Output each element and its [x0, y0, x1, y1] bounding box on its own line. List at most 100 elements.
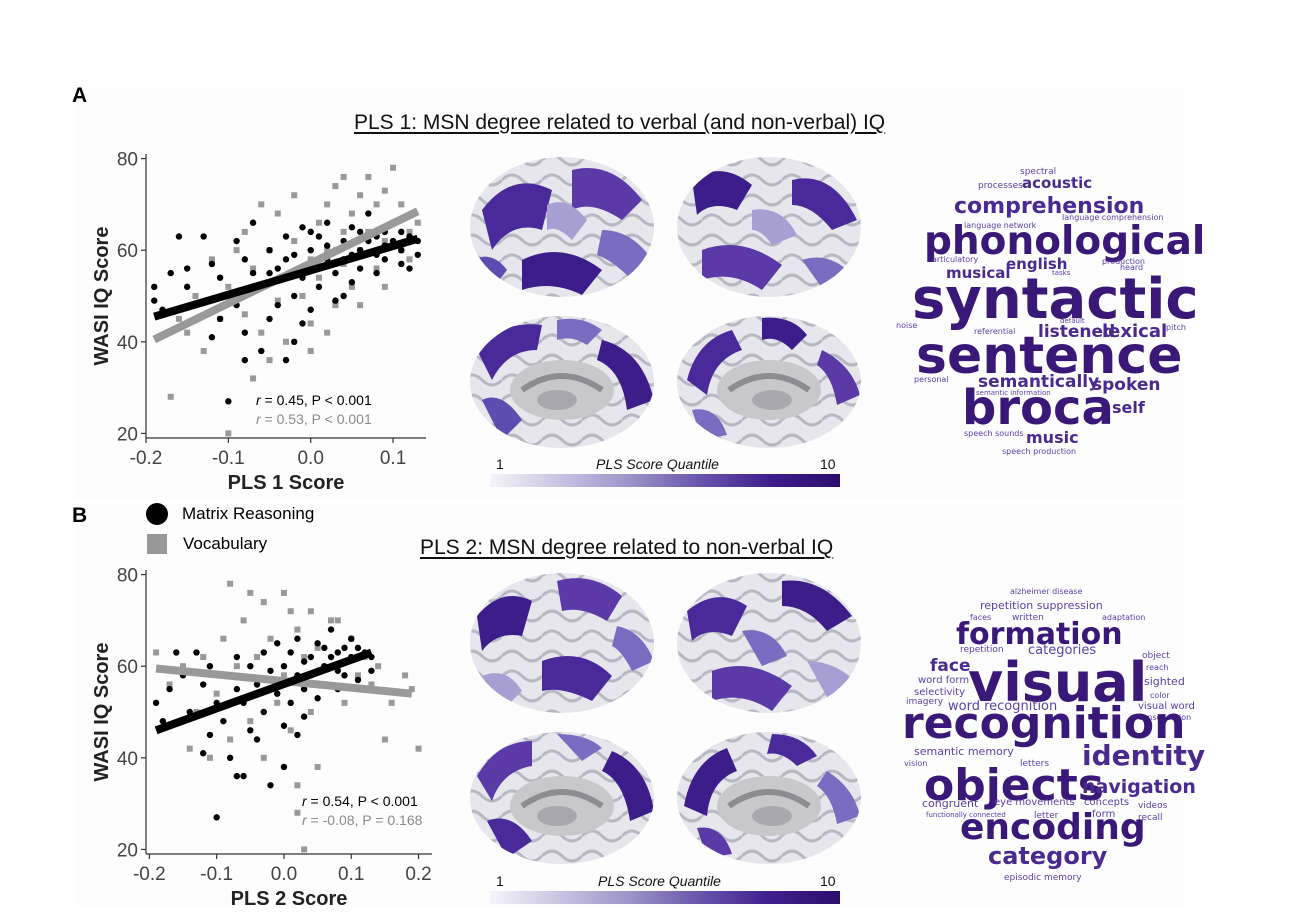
data-point-vocabulary — [254, 654, 261, 661]
data-point-matrix-reasoning — [314, 695, 321, 702]
data-point-vocabulary — [258, 329, 265, 336]
data-point-matrix-reasoning — [249, 219, 257, 226]
data-point-matrix-reasoning — [299, 224, 306, 231]
scatter-plot-pls2: 20 40 60 80 -0.2 -0.1 0.0 0.1 0.2 PLS 2 Score WASI… — [91, 566, 432, 908]
y-tick-label: 40 — [117, 749, 138, 770]
wordcloud-pls2: alzheimer disease repetition suppression f… — [902, 584, 1206, 914]
data-point-vocabulary — [301, 654, 308, 661]
data-point-matrix-reasoning — [274, 265, 281, 272]
wordcloud-term: objects — [924, 760, 1104, 811]
colorbar-gradient — [490, 474, 840, 487]
data-point-vocabulary — [192, 293, 199, 299]
wordcloud-term: default — [1060, 317, 1085, 325]
data-point-matrix-reasoning — [258, 347, 265, 355]
data-point-matrix-reasoning — [151, 297, 158, 304]
wordcloud-term: semantic memory — [914, 745, 1014, 758]
data-point-matrix-reasoning — [291, 292, 298, 300]
wordcloud-term: visual word — [1138, 701, 1195, 712]
data-point-matrix-reasoning — [216, 274, 224, 281]
data-point-vocabulary — [357, 302, 364, 309]
wordcloud-term: speech sounds — [964, 429, 1024, 438]
data-point-matrix-reasoning — [341, 644, 348, 652]
colorbar-pls2: 1 PLS Score Quantile 10 — [490, 873, 840, 904]
brain-medial-left — [470, 732, 654, 864]
data-point-vocabulary — [315, 274, 322, 281]
data-point-matrix-reasoning — [152, 699, 160, 707]
data-point-matrix-reasoning — [226, 754, 234, 762]
data-point-matrix-reasoning — [307, 228, 314, 236]
data-point-vocabulary — [220, 635, 227, 642]
panel-b-title: PLS 2: MSN degree related to non-verbal … — [420, 536, 834, 559]
legend-circle-marker — [146, 503, 168, 525]
data-point-vocabulary — [167, 393, 174, 400]
data-point-matrix-reasoning — [398, 246, 405, 254]
wordcloud-term: referential — [974, 327, 1016, 336]
data-point-matrix-reasoning — [220, 717, 227, 725]
wordcloud-term: faces — [970, 613, 992, 622]
data-point-vocabulary — [402, 672, 409, 679]
brain-medial-right — [677, 732, 861, 864]
wordcloud-term: sighted — [1144, 675, 1185, 688]
data-point-matrix-reasoning — [282, 356, 290, 364]
data-point-matrix-reasoning — [314, 640, 321, 647]
wordcloud-term: spoken — [1092, 375, 1161, 395]
wordcloud-term: identity — [1082, 739, 1206, 772]
data-point-matrix-reasoning — [307, 306, 314, 313]
data-point-matrix-reasoning — [406, 265, 413, 272]
data-point-vocabulary — [184, 329, 191, 336]
data-point-matrix-reasoning — [365, 210, 372, 217]
data-point-matrix-reasoning — [241, 256, 249, 263]
data-point-vocabulary — [266, 357, 273, 364]
data-point-vocabulary — [260, 599, 267, 606]
data-point-matrix-reasoning — [233, 653, 241, 661]
panel-b-stats: r = 0.54, P < 0.001 r = -0.08, P = 0.168 — [302, 792, 422, 830]
brain-medial-right — [677, 316, 861, 448]
stat-vocabulary: r = 0.53, P < 0.001 — [256, 411, 372, 427]
data-point-matrix-reasoning — [253, 681, 261, 688]
data-point-vocabulary — [260, 754, 267, 761]
data-point-matrix-reasoning — [274, 301, 281, 309]
data-point-matrix-reasoning — [247, 662, 254, 670]
data-point-matrix-reasoning — [300, 658, 308, 665]
data-point-matrix-reasoning — [291, 338, 298, 346]
data-point-vocabulary — [175, 315, 182, 322]
fit-line-matrix-reasoning — [153, 234, 419, 321]
data-point-vocabulary — [415, 745, 422, 752]
data-point-matrix-reasoning — [166, 685, 173, 693]
data-point-vocabulary — [250, 265, 257, 272]
data-point-vocabulary — [414, 219, 421, 226]
data-point-matrix-reasoning — [200, 681, 207, 688]
wordcloud-term: reach — [1146, 663, 1169, 672]
data-point-vocabulary — [398, 201, 405, 208]
data-point-vocabulary — [180, 663, 187, 670]
x-tick-label: 0.1 — [338, 864, 364, 885]
data-point-vocabulary — [291, 238, 298, 245]
wordcloud-term: noise — [896, 321, 918, 330]
data-point-matrix-reasoning — [183, 265, 191, 272]
data-point-vocabulary — [388, 699, 395, 706]
wordcloud-term: eye movements — [994, 797, 1075, 808]
data-point-vocabulary — [294, 809, 301, 816]
wordcloud-term: musical — [946, 264, 1011, 282]
wordcloud-term: category — [988, 842, 1108, 870]
data-point-vocabulary — [247, 589, 254, 596]
y-tick-label: 40 — [117, 333, 138, 354]
wordcloud-term: semantic information — [976, 389, 1051, 397]
wordcloud-term: spectral — [1020, 167, 1057, 177]
data-point-vocabulary — [314, 763, 321, 770]
data-point-vocabulary — [247, 718, 254, 725]
wordcloud-term: listened — [1038, 322, 1116, 342]
data-point-matrix-reasoning — [247, 727, 254, 734]
wordcloud-term: encoding — [960, 807, 1146, 848]
y-tick-label: 80 — [117, 566, 138, 587]
data-point-vocabulary — [213, 690, 220, 697]
data-point-matrix-reasoning — [323, 219, 331, 226]
wordcloud-term: production — [1102, 257, 1145, 266]
data-point-vocabulary — [153, 649, 160, 656]
wordcloud-term: speech production — [1002, 447, 1077, 456]
wordcloud-term: recognition — [902, 698, 1186, 749]
legend-label: Matrix Reasoning — [182, 504, 315, 523]
data-point-matrix-reasoning — [193, 649, 200, 656]
data-point-vocabulary — [381, 238, 388, 245]
data-point-matrix-reasoning — [323, 242, 331, 249]
